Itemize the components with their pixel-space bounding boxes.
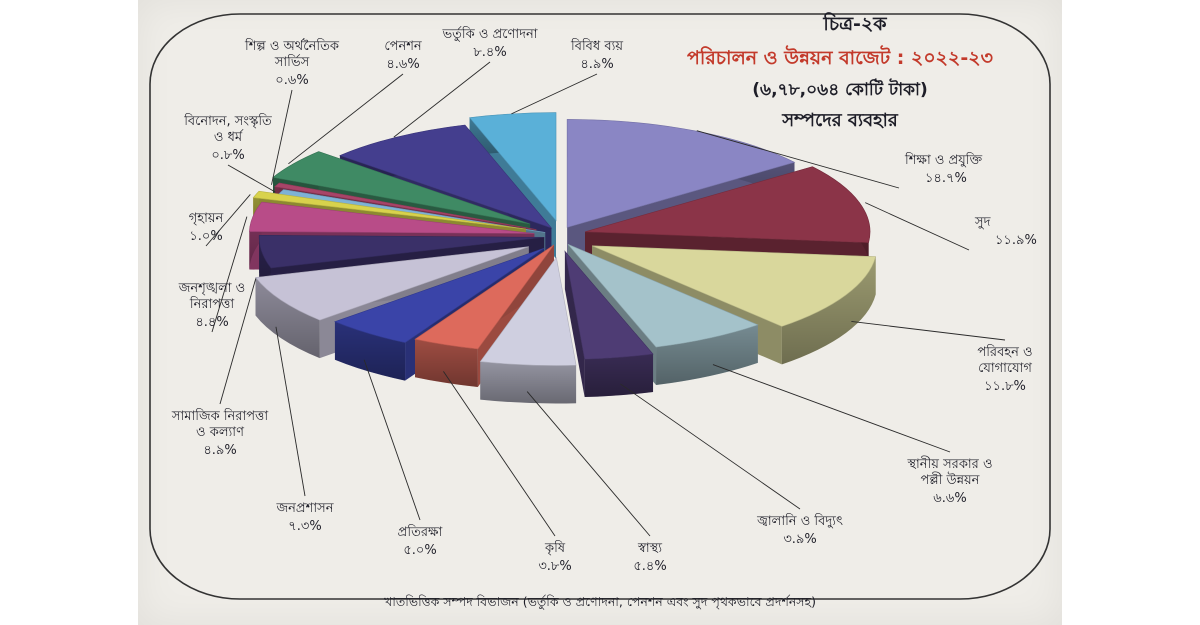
slice-6-rim-shade xyxy=(415,339,478,387)
leader-line-5 xyxy=(526,391,651,537)
slice-4 xyxy=(564,250,654,398)
slice-value-1: ১১.৯% xyxy=(995,233,1037,248)
slice-3-rim-shade xyxy=(656,324,758,386)
slice-value-10: ৪.৪% xyxy=(195,315,228,330)
chart-caption: খাতভিত্তিক সম্পদ বিভাজন (ভর্তুকি ও প্রণো… xyxy=(384,594,816,610)
slice-label-8-line-0: জনপ্রশাসন xyxy=(276,501,334,516)
leader-line-10 xyxy=(211,216,248,333)
slice-label-12-line-0: বিনোদন, সংস্কৃতি xyxy=(183,113,272,129)
slice-label-10-line-1: নিরাপত্তা xyxy=(189,296,235,312)
chart-frame xyxy=(149,13,1051,600)
chart-title-line2: পরিচালন ও উন্নয়ন বাজেট : ২০২২-২৩ xyxy=(687,45,993,69)
slice-label-6-line-0: কৃষি xyxy=(544,540,566,556)
slice-label-13-line-0: শিল্প ও অর্থনৈতিক xyxy=(244,38,340,54)
leader-line-3 xyxy=(712,364,951,453)
slice-label-12-line-1: ও ধর্ম xyxy=(214,129,244,145)
slice-label-9-line-0: সামাজিক নিরাপত্তা xyxy=(171,408,268,424)
slice-value-16: ৪.৯% xyxy=(580,57,613,72)
slice-8-top xyxy=(254,246,529,321)
slice-10-top xyxy=(249,201,535,234)
slice-labels: শিক্ষা ও প্রযুক্তি ১৪.৭% সুদ ১১.৯% পরিবহন ওয… xyxy=(171,26,1037,574)
leader-line-15 xyxy=(393,61,491,138)
slice-2-rim-shade xyxy=(781,256,876,365)
slice-15-top xyxy=(339,124,553,229)
slice-label-9-line-1: ও কল্যাণ xyxy=(196,425,245,440)
leader-line-2 xyxy=(851,320,1006,341)
slice-3-top xyxy=(567,244,759,348)
slice-label-11-line-0: গৃহায়ন xyxy=(189,211,224,226)
slice-8-rim-shade xyxy=(255,277,320,359)
leader-line-13 xyxy=(271,89,293,185)
slice-value-8: ৭.৩% xyxy=(288,519,321,534)
slice-2-top xyxy=(591,245,877,327)
chart-title-line4: সম্পদের ব্যবহার xyxy=(781,110,899,131)
slice-label-13-line-1: সার্ভিস xyxy=(274,54,310,70)
leader-line-7 xyxy=(363,359,421,521)
slice-label-0-line-0: শিক্ষা ও প্রযুক্তি xyxy=(904,152,982,168)
slice-5-top xyxy=(479,256,577,366)
leader-line-8 xyxy=(275,326,306,497)
slice-value-4: ৩.৯% xyxy=(783,532,816,547)
slice-label-2-line-0: পরিবহন ও xyxy=(977,344,1032,360)
slice-11-top xyxy=(252,190,526,230)
leader-line-4 xyxy=(620,383,801,510)
slice-6-top xyxy=(414,244,555,350)
leader-line-6 xyxy=(443,371,556,537)
chart-title-line3: (৬,৭৮,০৬৪ কোটি টাকা) xyxy=(752,78,927,100)
slice-label-7-line-0: প্রতিরক্ষা xyxy=(398,524,443,540)
slice-value-2: ১১.৮% xyxy=(984,379,1026,394)
slice-9-top xyxy=(258,234,545,269)
slice-value-5: ৫.৪% xyxy=(633,559,666,574)
slice-value-13: ০.৬% xyxy=(275,73,308,88)
pie-slices xyxy=(249,112,877,404)
slice-7-top xyxy=(334,247,545,343)
slice-4-top xyxy=(564,250,654,360)
slice-value-7: ৫.০% xyxy=(403,543,436,558)
slice-label-3-line-0: স্থানীয় সরকার ও xyxy=(906,456,992,472)
slice-label-5-line-0: স্বাস্থ্য xyxy=(637,541,662,556)
slice-label-14-line-0: পেনশন xyxy=(384,39,422,54)
slice-5-rim-shade xyxy=(480,361,577,404)
chart-title-line1: চিত্র-২ক xyxy=(822,12,887,35)
leader-line-9 xyxy=(219,278,257,405)
slice-value-0: ১৪.৭% xyxy=(925,171,967,186)
slice-label-15-line-0: ভর্তুকি ও প্রণোদনা xyxy=(441,26,537,42)
slice-5 xyxy=(479,256,577,404)
slice-13-top xyxy=(274,182,537,230)
slice-value-14: ৪.৬% xyxy=(386,57,419,72)
leader-lines xyxy=(205,61,1006,537)
slice-4-rim-shade xyxy=(584,354,654,398)
leader-line-14 xyxy=(288,73,404,165)
slice-0-top xyxy=(566,119,796,228)
leader-line-16 xyxy=(511,73,598,115)
slice-value-6: ৩.৮% xyxy=(538,559,571,574)
slice-label-1-line-0: সুদ xyxy=(974,215,991,230)
leader-line-12 xyxy=(227,164,276,193)
slice-label-16-line-0: বিবিধ ব্যয় xyxy=(570,38,623,54)
leader-line-1 xyxy=(865,202,970,251)
slice-value-12: ০.৮% xyxy=(211,148,244,163)
slice-label-3-line-1: পল্লী উন্নয়ন xyxy=(921,472,980,488)
slice-value-9: ৪.৯% xyxy=(203,443,236,458)
slice-value-11: ১.০% xyxy=(189,229,222,244)
slice-value-15: ৮.৪% xyxy=(473,45,506,60)
slice-1-top xyxy=(584,166,871,243)
slice-label-4-line-0: জ্বালানি ও বিদ্যুৎ xyxy=(756,513,843,529)
slice-value-3: ৬.৬% xyxy=(933,491,966,506)
slice-label-2-line-1: যোগাযোগ xyxy=(978,361,1032,376)
slice-7-rim-shade xyxy=(334,321,406,381)
slice-label-10-line-0: জনশৃঙ্খলা ও xyxy=(178,281,245,296)
leader-line-11 xyxy=(205,194,251,247)
leader-line-0 xyxy=(696,130,900,189)
slice-4-wall-b xyxy=(564,251,585,398)
